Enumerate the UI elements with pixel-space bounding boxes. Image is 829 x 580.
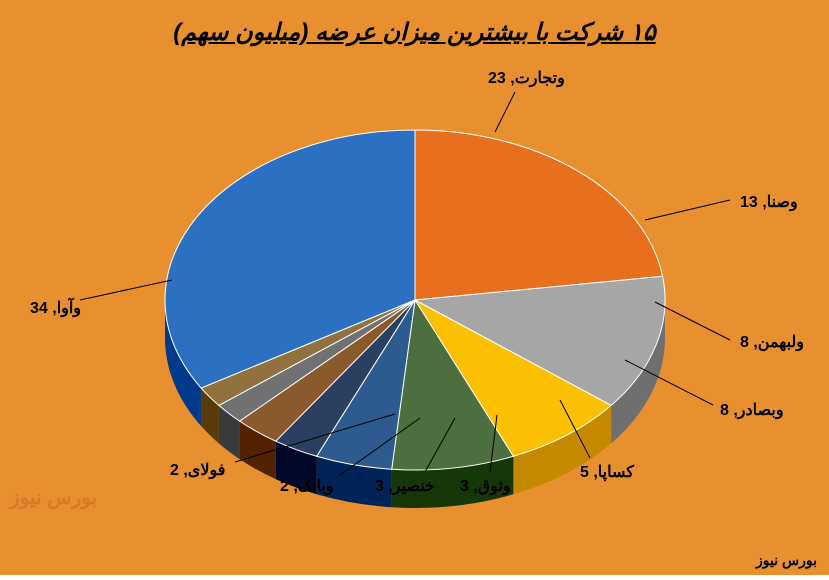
slice-label: وتجارت, 23	[488, 68, 565, 88]
leader-line	[655, 302, 730, 340]
leader-line	[495, 92, 515, 132]
footer-text: بورس نیوز	[756, 552, 817, 569]
leader-line	[80, 280, 172, 300]
pie-slice	[415, 130, 663, 300]
chart-title: ۱۵ شرکت با بیشترین میزان عرضه (میلیون سه…	[0, 18, 829, 47]
watermark-logo: بورس نیوز	[10, 485, 97, 510]
slice-label: وصنا, 13	[740, 192, 798, 212]
slice-label: ولبهمن, 8	[740, 332, 804, 352]
slice-label: وبصادر, 8	[720, 400, 784, 420]
slice-label: وبانک, 2	[280, 476, 334, 496]
pie-chart-container: ۱۵ شرکت با بیشترین میزان عرضه (میلیون سه…	[0, 0, 829, 575]
slice-label: فولای, 2	[170, 460, 225, 480]
slice-label: خنصیر, 3	[375, 476, 435, 496]
leader-line	[645, 200, 730, 220]
slice-label: وآوا, 34	[30, 298, 81, 318]
slice-label: وثوق, 3	[460, 476, 511, 496]
slice-label: کساپا, 5	[580, 462, 634, 482]
